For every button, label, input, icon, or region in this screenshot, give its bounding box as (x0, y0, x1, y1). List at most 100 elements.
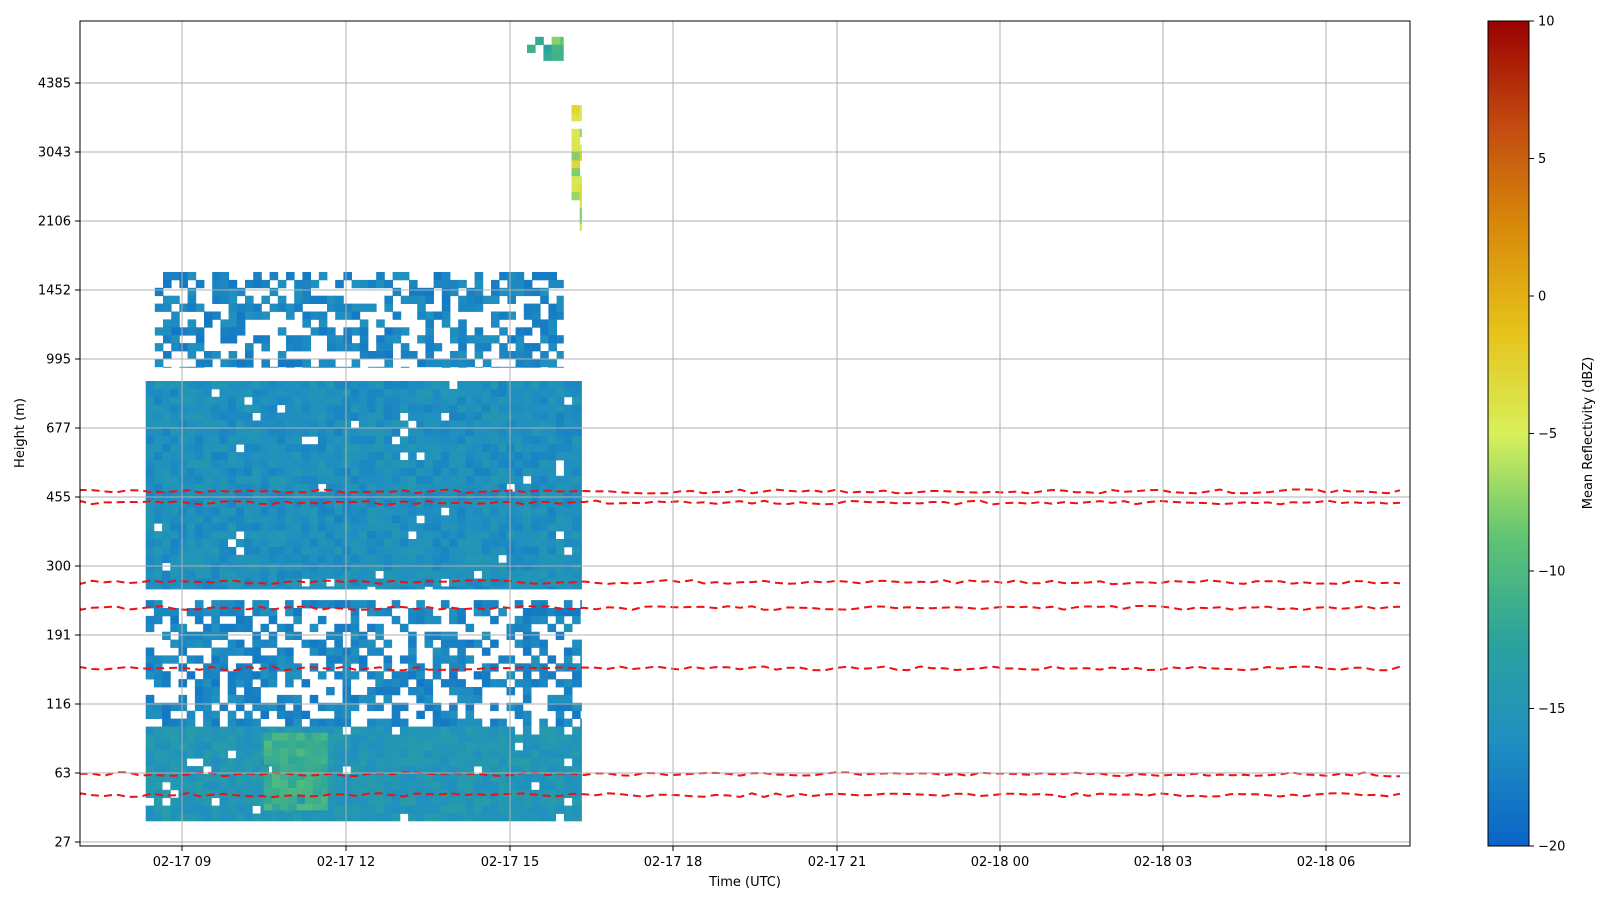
reflectivity-cell (555, 420, 565, 429)
reflectivity-cell (432, 523, 442, 532)
reflectivity-cell (178, 546, 188, 556)
reflectivity-cell (227, 586, 237, 590)
reflectivity-cell (235, 420, 245, 429)
reflectivity-cell (211, 694, 220, 704)
reflectivity-cell (293, 539, 302, 548)
reflectivity-cell (260, 539, 270, 548)
reflectivity-cell (170, 546, 179, 556)
reflectivity-cell (235, 781, 245, 791)
reflectivity-cell (268, 460, 278, 469)
reflectivity-cell (540, 327, 549, 336)
reflectivity-cell (555, 515, 565, 524)
reflectivity-cell (178, 523, 188, 532)
reflectivity-cell (194, 726, 204, 735)
reflectivity-cell (334, 499, 343, 508)
reflectivity-cell (194, 750, 204, 759)
reflectivity-cell (399, 570, 409, 579)
reflectivity-cell (334, 539, 343, 548)
reflectivity-cell (506, 388, 516, 398)
reflectivity-cell (334, 507, 343, 516)
reflectivity-cell (220, 319, 229, 328)
reflectivity-cell (327, 303, 336, 312)
reflectivity-cell (481, 742, 491, 751)
reflectivity-cell (260, 515, 270, 524)
reflectivity-cell (375, 687, 384, 696)
reflectivity-cell (473, 546, 483, 556)
reflectivity-cell (440, 460, 450, 469)
reflectivity-cell (375, 718, 384, 727)
reflectivity-cell (194, 491, 204, 500)
reflectivity-cell (383, 750, 393, 759)
reflectivity-cell (211, 631, 220, 640)
reflectivity-cell (440, 781, 450, 791)
reflectivity-cell (539, 789, 548, 799)
reflectivity-cell (514, 758, 524, 767)
reflectivity-cell (358, 404, 368, 413)
reflectivity-cell (293, 813, 302, 822)
reflectivity-cell (532, 272, 541, 281)
reflectivity-cell (556, 303, 564, 312)
reflectivity-cell (383, 531, 393, 540)
reflectivity-cell (276, 663, 286, 672)
reflectivity-cell (285, 388, 294, 398)
reflectivity-cell (424, 436, 434, 445)
reflectivity-cell (301, 467, 311, 477)
reflectivity-cell (286, 303, 295, 312)
reflectivity-cell (409, 287, 418, 297)
reflectivity-cell (309, 531, 319, 540)
reflectivity-cell (449, 758, 458, 767)
reflectivity-cell (458, 327, 467, 336)
reflectivity-cell (457, 467, 466, 477)
reflectivity-cell (465, 444, 475, 453)
reflectivity-cell (260, 452, 270, 461)
reflectivity-cell (194, 766, 204, 775)
reflectivity-cell (326, 428, 335, 437)
reflectivity-cell (532, 366, 541, 368)
reflectivity-cell (490, 396, 499, 406)
reflectivity-cell (375, 444, 384, 453)
reflectivity-cell (449, 475, 458, 485)
reflectivity-cell (327, 343, 336, 352)
reflectivity-cell (424, 758, 434, 767)
reflectivity-cell (285, 531, 294, 540)
reflectivity-cell (219, 586, 229, 590)
reflectivity-cell (301, 483, 311, 492)
reflectivity-cell (227, 381, 237, 390)
reflectivity-cell (425, 358, 434, 368)
reflectivity-cell (523, 279, 533, 289)
reflectivity-cell (498, 570, 507, 579)
reflectivity-cell (334, 444, 343, 453)
reflectivity-cell (531, 523, 540, 532)
reflectivity-cell (203, 639, 212, 648)
reflectivity-cell (212, 351, 221, 360)
reflectivity-cell (171, 343, 180, 352)
reflectivity-cell (416, 586, 425, 590)
reflectivity-cell (326, 404, 335, 413)
reflectivity-cell (580, 578, 582, 587)
reflectivity-cell (263, 748, 273, 757)
reflectivity-cell (235, 789, 245, 799)
reflectivity-cell (555, 396, 565, 406)
reflectivity-cell (547, 515, 557, 524)
reflectivity-cell (580, 734, 582, 743)
y-tick-label: 116 (46, 698, 71, 713)
reflectivity-cell (432, 452, 442, 461)
reflectivity-cell (440, 639, 450, 648)
reflectivity-cell (170, 420, 179, 429)
reflectivity-cell (416, 475, 425, 485)
reflectivity-cell (211, 726, 220, 735)
reflectivity-cell (563, 578, 573, 587)
reflectivity-cell (358, 452, 368, 461)
reflectivity-cell (399, 539, 409, 548)
reflectivity-cell (211, 623, 220, 633)
reflectivity-cell (350, 436, 360, 445)
reflectivity-cell (294, 358, 303, 368)
reflectivity-cell (211, 483, 220, 492)
reflectivity-cell (186, 515, 196, 524)
reflectivity-cell (318, 358, 328, 368)
reflectivity-cell (227, 781, 237, 791)
reflectivity-cell (186, 452, 196, 461)
reflectivity-cell (260, 710, 270, 719)
reflectivity-cell (465, 412, 475, 421)
